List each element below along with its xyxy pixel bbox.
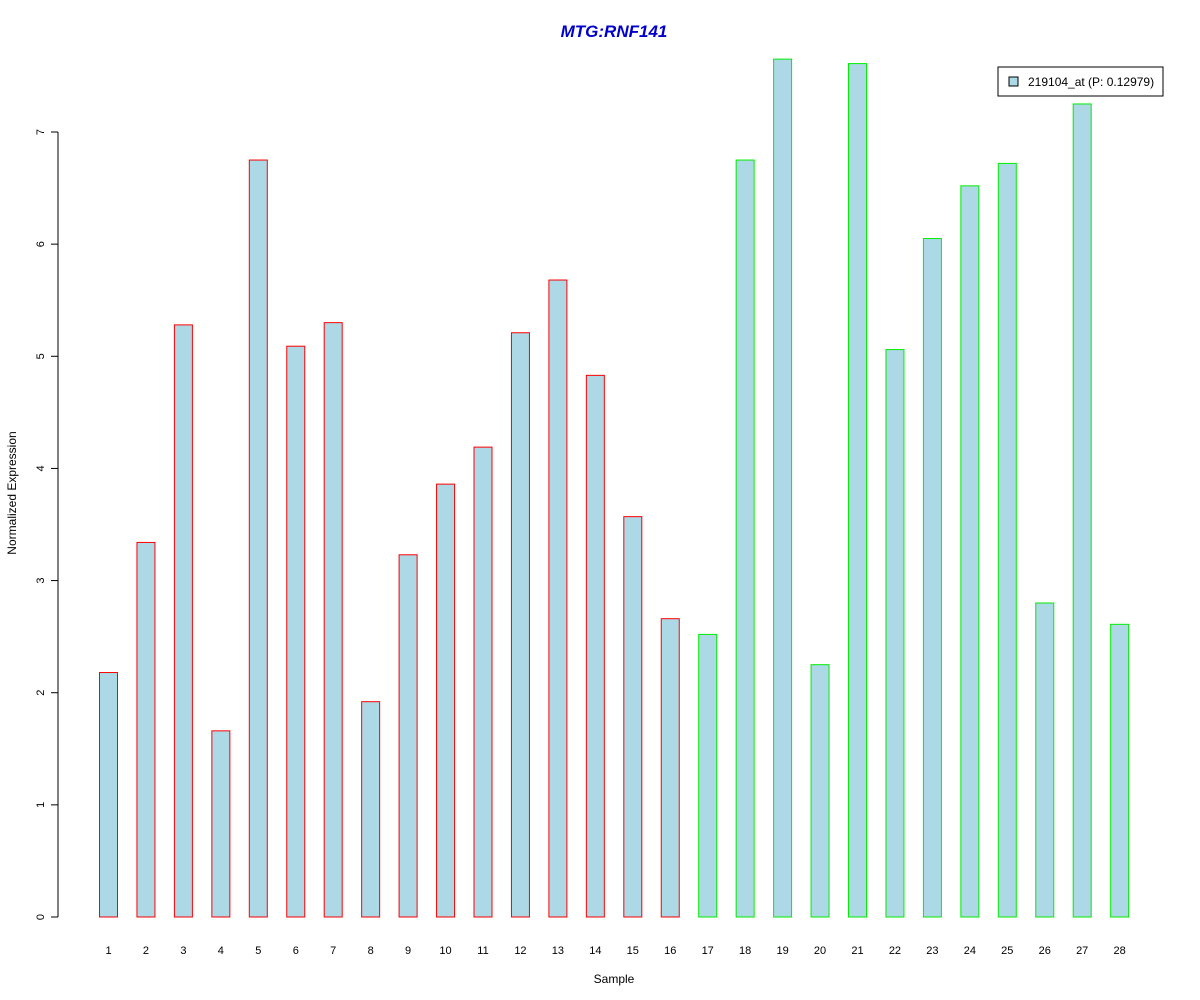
y-axis-label: Normalized Expression bbox=[5, 431, 19, 554]
bar bbox=[1072, 103, 1092, 918]
bar bbox=[810, 664, 830, 918]
bar bbox=[323, 322, 343, 918]
x-tick-label: 27 bbox=[1076, 945, 1088, 957]
bar bbox=[248, 159, 268, 918]
bar bbox=[99, 672, 118, 918]
x-tick-label: 1 bbox=[105, 945, 111, 957]
bar bbox=[510, 332, 530, 918]
x-tick-label: 28 bbox=[1114, 945, 1126, 957]
bar bbox=[585, 374, 605, 918]
x-tick-label: 23 bbox=[926, 945, 938, 957]
x-tick-label: 6 bbox=[293, 945, 299, 957]
x-tick-label: 2 bbox=[143, 945, 149, 957]
bar bbox=[623, 516, 643, 918]
bar bbox=[1110, 623, 1130, 918]
bar bbox=[698, 633, 718, 918]
y-tick-label: 4 bbox=[35, 465, 47, 471]
bar bbox=[548, 279, 568, 918]
x-tick-label: 20 bbox=[814, 945, 826, 957]
x-tick-label: 21 bbox=[851, 945, 863, 957]
x-tick-label: 4 bbox=[218, 945, 224, 957]
bar bbox=[960, 185, 980, 918]
x-tick-label: 11 bbox=[477, 945, 488, 957]
x-tick-label: 25 bbox=[1001, 945, 1013, 957]
x-tick-label: 5 bbox=[255, 945, 261, 957]
legend-box bbox=[997, 66, 1164, 97]
x-axis-label: Sample bbox=[594, 972, 635, 986]
y-tick-label: 6 bbox=[35, 241, 47, 247]
bar bbox=[473, 446, 493, 918]
bar bbox=[773, 58, 793, 918]
legend: 219104_at (P: 0.12979) bbox=[997, 66, 1164, 97]
y-axis: 0 1 2 3 4 5 6 7 bbox=[35, 129, 59, 920]
y-tick-label: 0 bbox=[35, 914, 47, 920]
x-tick-label: 14 bbox=[589, 945, 601, 957]
bar bbox=[436, 483, 456, 918]
x-axis-ticks: 1 2 3 4 5 6 7 8 9 10 11 12 13 14 15 16 17 18 19 20 21 22 23 24 2… bbox=[105, 945, 1125, 957]
y-tick-label: 1 bbox=[35, 802, 47, 808]
x-tick-label: 18 bbox=[739, 945, 751, 957]
bar bbox=[660, 618, 680, 918]
y-tick-label: 3 bbox=[35, 578, 47, 584]
x-tick-label: 26 bbox=[1039, 945, 1051, 957]
bar bbox=[922, 238, 942, 918]
bar bbox=[997, 162, 1017, 918]
bar bbox=[848, 63, 867, 918]
x-tick-label: 13 bbox=[552, 945, 564, 957]
legend-label: 219104_at (P: 0.12979) bbox=[1028, 75, 1154, 89]
bar bbox=[173, 324, 193, 918]
bar bbox=[136, 541, 156, 918]
bar bbox=[286, 345, 306, 918]
x-tick-label: 9 bbox=[405, 945, 411, 957]
bar bbox=[735, 159, 755, 918]
bar bbox=[211, 730, 231, 918]
y-tick-label: 7 bbox=[35, 129, 47, 135]
bar bbox=[885, 349, 905, 918]
x-tick-label: 19 bbox=[776, 945, 788, 957]
x-tick-label: 8 bbox=[368, 945, 374, 957]
bars bbox=[99, 58, 1130, 918]
x-tick-label: 17 bbox=[702, 945, 714, 957]
bar bbox=[398, 554, 418, 918]
chart-title: MTG:RNF141 bbox=[561, 22, 668, 41]
y-tick-label: 5 bbox=[35, 353, 47, 359]
bar bbox=[361, 701, 381, 918]
x-tick-label: 7 bbox=[330, 945, 336, 957]
x-tick-label: 10 bbox=[439, 945, 451, 957]
x-tick-label: 12 bbox=[514, 945, 526, 957]
x-tick-label: 22 bbox=[889, 945, 901, 957]
x-tick-label: 3 bbox=[180, 945, 186, 957]
x-tick-label: 15 bbox=[627, 945, 639, 957]
y-tick-label: 2 bbox=[35, 690, 47, 696]
bar bbox=[1035, 602, 1055, 918]
x-tick-label: 24 bbox=[964, 945, 976, 957]
x-tick-label: 16 bbox=[664, 945, 676, 957]
legend-swatch bbox=[1008, 76, 1019, 87]
